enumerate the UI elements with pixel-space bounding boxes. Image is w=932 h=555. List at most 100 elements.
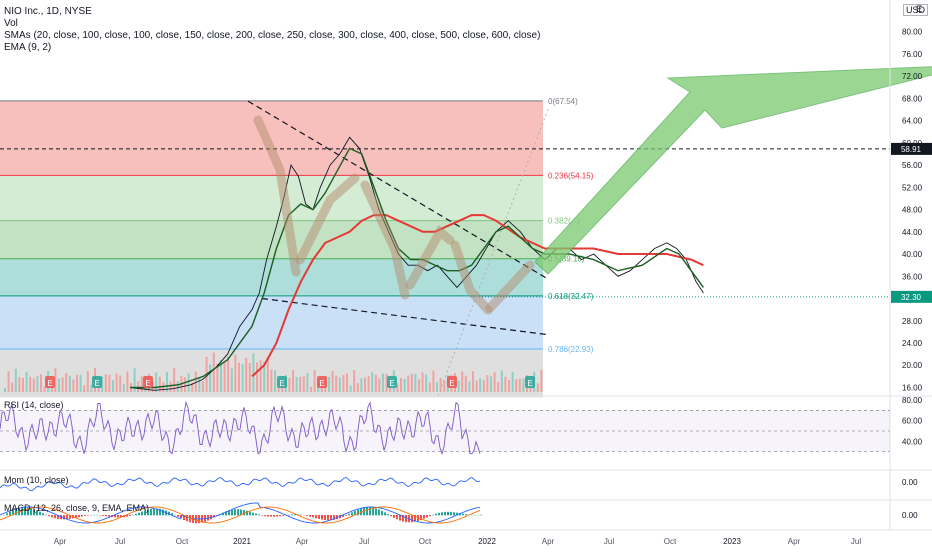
macd-hist-bar xyxy=(480,515,482,516)
x-tick-label: Oct xyxy=(176,537,189,546)
event-badge-label: E xyxy=(319,379,324,388)
x-tick-label: Apr xyxy=(54,537,67,546)
volume-bar xyxy=(407,376,409,392)
volume-bar xyxy=(119,376,121,392)
volume-bar xyxy=(22,378,24,392)
mom-tick-label: 0.00 xyxy=(902,478,918,487)
macd-hist-bar xyxy=(381,511,383,516)
volume-bar xyxy=(87,371,89,392)
event-badge-label: E xyxy=(279,379,284,388)
y-tick-label: 68.00 xyxy=(902,94,923,103)
volume-bar xyxy=(299,377,301,392)
macd-hist-bar xyxy=(390,515,392,516)
volume-bar xyxy=(123,384,125,392)
volume-bar xyxy=(80,375,82,392)
volume-bar xyxy=(429,383,431,392)
volume-bar xyxy=(350,385,352,392)
x-tick-label: 2023 xyxy=(723,537,741,546)
event-badge-label: E xyxy=(389,379,394,388)
volume-bar xyxy=(260,360,262,392)
volume-bar xyxy=(501,370,503,392)
y-tick-label: 24.00 xyxy=(902,339,923,348)
volume-bar xyxy=(198,378,200,392)
macd-hist-bar xyxy=(162,509,164,515)
events-badge: E xyxy=(916,4,922,14)
volume-bar xyxy=(177,381,179,392)
macd-tick-label: 0.00 xyxy=(902,511,918,520)
macd-hist-bar xyxy=(327,515,329,520)
x-tick-label: Apr xyxy=(788,537,801,546)
volume-bar xyxy=(479,378,481,392)
x-tick-label: Jul xyxy=(115,537,125,546)
macd-hist-bar xyxy=(453,512,455,515)
macd-hist-bar xyxy=(117,515,119,518)
macd-hist-bar xyxy=(384,512,386,515)
volume-bar xyxy=(270,370,272,392)
macd-hist-bar xyxy=(405,515,407,522)
volume-bar xyxy=(155,372,157,392)
volume-bar xyxy=(368,376,370,392)
fib-label: 0.786(22.93) xyxy=(548,345,594,354)
volume-bar xyxy=(231,368,233,392)
volume-bar xyxy=(58,378,60,392)
macd-hist-bar xyxy=(267,515,269,517)
macd-hist-bar xyxy=(150,509,152,515)
y-tick-label: 48.00 xyxy=(902,206,923,215)
macd-hist-bar xyxy=(135,514,137,515)
volume-bar xyxy=(537,383,539,392)
macd-hist-bar xyxy=(435,514,437,516)
volume-bar xyxy=(458,381,460,392)
volume-bar xyxy=(184,377,186,392)
macd-hist-bar xyxy=(378,509,380,515)
macd-hist-bar xyxy=(237,509,239,515)
volume-bar xyxy=(512,372,514,392)
macd-hist-bar xyxy=(432,515,434,516)
volume-bar xyxy=(422,372,424,392)
volume-bar xyxy=(490,376,492,392)
macd-hist-bar xyxy=(462,514,464,516)
event-badge-label: E xyxy=(94,379,99,388)
volume-bar xyxy=(522,379,524,392)
volume-bar xyxy=(472,371,474,392)
volume-bar xyxy=(486,375,488,392)
volume-bar xyxy=(29,377,31,392)
volume-bar xyxy=(443,380,445,392)
volume-bar xyxy=(360,378,362,392)
volume-bar xyxy=(306,373,308,392)
volume-bar xyxy=(69,376,71,392)
volume-bar xyxy=(418,379,420,392)
macd-hist-bar xyxy=(291,514,293,515)
volume-bar xyxy=(382,374,384,392)
macd-hist-bar xyxy=(348,514,350,515)
rsi-tick-label: 80.00 xyxy=(902,396,923,405)
macd-hist-bar xyxy=(252,513,254,516)
macd-hist-bar xyxy=(78,515,80,517)
rsi-tick-label: 60.00 xyxy=(902,417,923,426)
volume-bar xyxy=(342,375,344,392)
volume-bar xyxy=(62,377,64,392)
x-tick-label: Jul xyxy=(359,537,369,546)
macd-hist-bar xyxy=(306,515,308,516)
macd-hist-bar xyxy=(45,515,47,516)
volume-bar xyxy=(105,374,107,392)
volume-bar xyxy=(44,387,46,392)
macd-hist-bar xyxy=(309,515,311,517)
macd-hist-bar xyxy=(264,515,266,516)
vol-legend: Vol xyxy=(4,18,18,30)
macd-hist-bar xyxy=(300,515,302,516)
volume-bar xyxy=(461,371,463,392)
volume-bar xyxy=(540,370,542,392)
macd-hist-bar xyxy=(6,513,8,515)
macd-hist-bar xyxy=(315,515,317,518)
macd-hist-bar xyxy=(321,515,323,520)
macd-hist-bar xyxy=(129,515,131,516)
macd-hist-bar xyxy=(48,515,50,516)
volume-bar xyxy=(227,357,229,392)
macd-hist-bar xyxy=(261,515,263,516)
volume-bar xyxy=(108,375,110,392)
volume-bar xyxy=(141,376,143,392)
macd-hist-bar xyxy=(81,515,83,516)
macd-hist-bar xyxy=(138,513,140,516)
